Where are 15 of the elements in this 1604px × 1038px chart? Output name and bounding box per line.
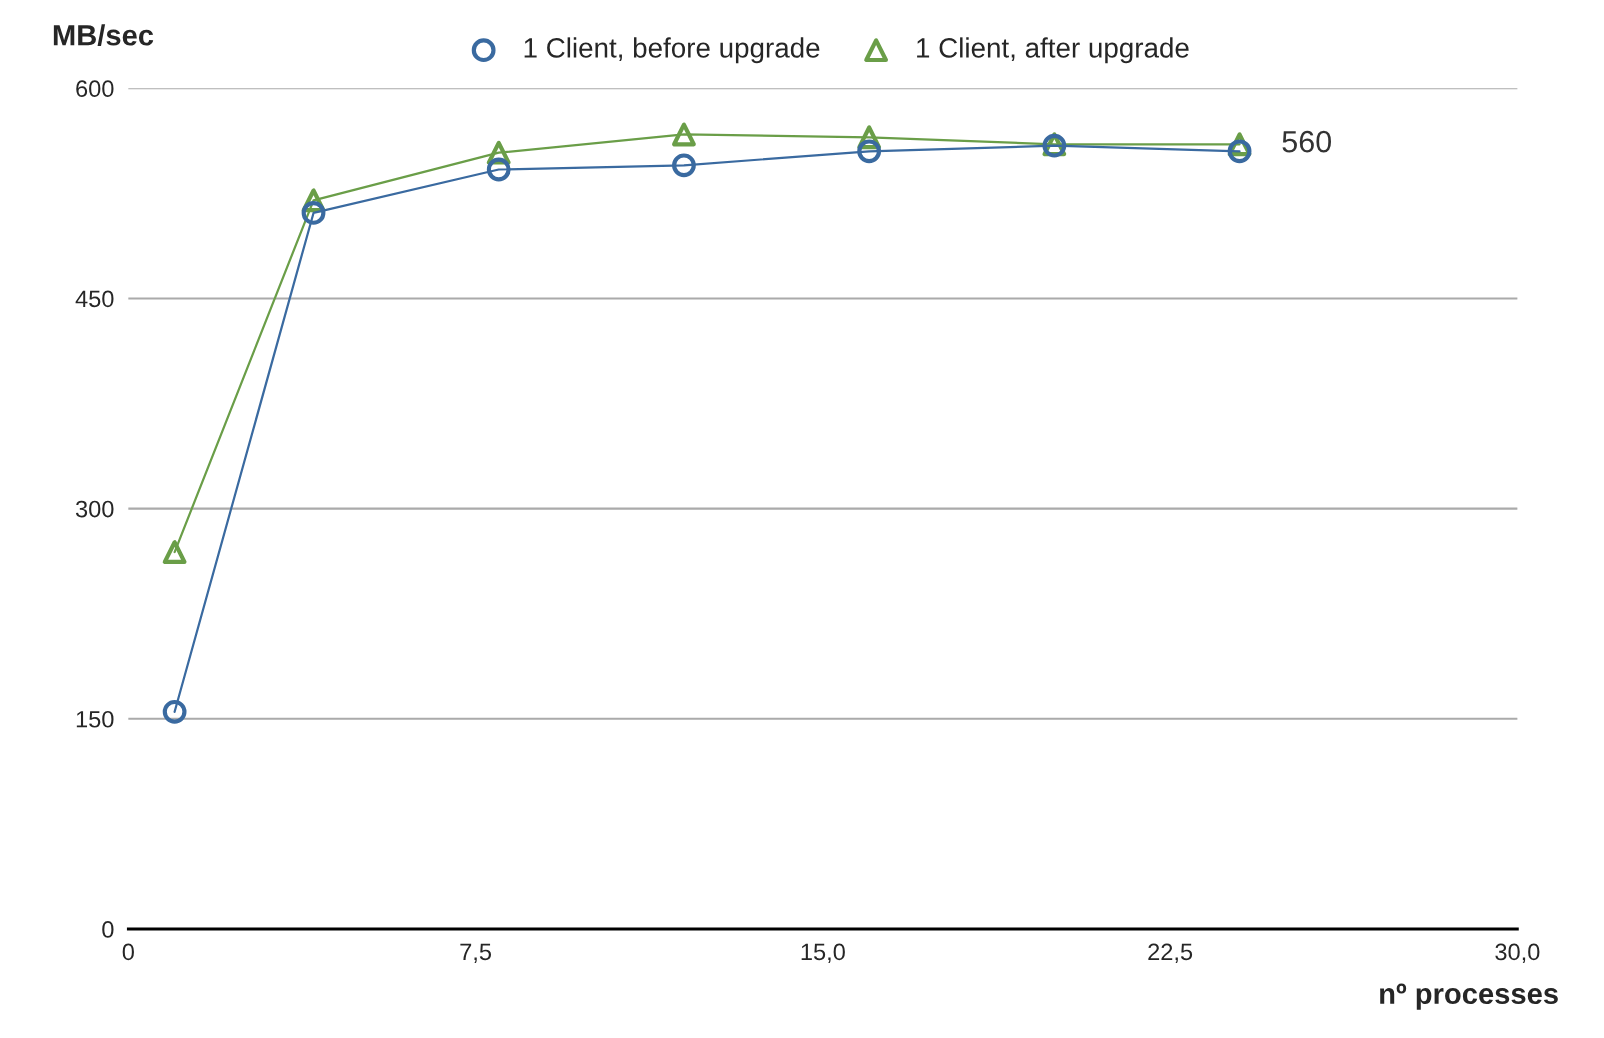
x-tick-label: 7,5 [460, 943, 492, 964]
y-tick-label: 450 [75, 290, 114, 308]
y-tick-label: 600 [76, 80, 114, 98]
x-tick-label: 15,0 [801, 943, 845, 964]
annotation: 560 [1282, 130, 1332, 153]
x-tick-label: 22,5 [1148, 943, 1193, 964]
x-tick-label: 30,0 [1495, 943, 1540, 964]
y-tick-label: 150 [76, 710, 114, 728]
x-tick-label: 0 [122, 943, 134, 961]
x-axis-title: nº processes [1380, 983, 1558, 1010]
y-axis-title: MB/sec [53, 24, 154, 46]
legend-label: 1 Client, after upgrade [917, 37, 1189, 64]
legend-label: 1 Client, before upgrade [524, 37, 820, 64]
y-tick-label: 300 [75, 500, 114, 518]
y-tick-label: 0 [102, 921, 114, 938]
